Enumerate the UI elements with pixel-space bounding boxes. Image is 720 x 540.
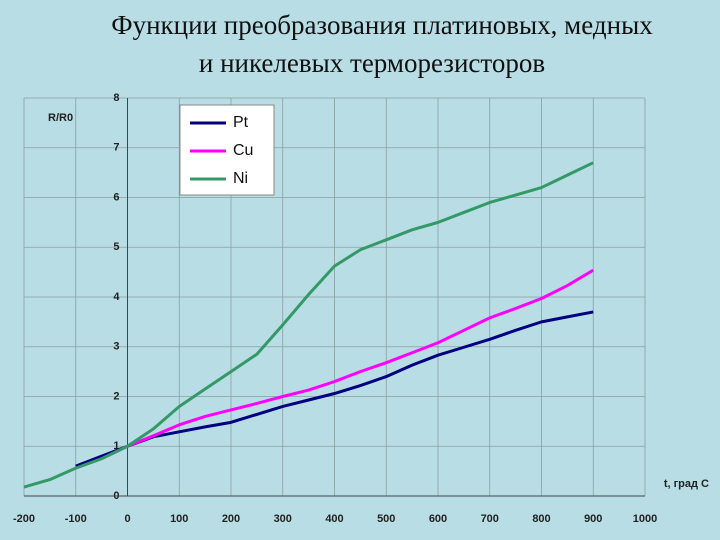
x-tick-label: -200	[13, 513, 35, 525]
x-tick-label: 300	[274, 513, 292, 525]
y-tick-label: 3	[113, 341, 119, 353]
x-tick-label: 700	[481, 513, 499, 525]
chart-title: и никелевых терморезисторов	[199, 48, 545, 78]
y-tick-label: 8	[113, 92, 119, 104]
y-axis-label: R/R0	[48, 112, 73, 124]
y-tick-label: 2	[113, 390, 119, 402]
series-line	[23, 161, 594, 489]
y-tick-label: 1	[113, 440, 119, 452]
y-tick-label: 7	[113, 142, 119, 154]
x-tick-label: 500	[377, 513, 395, 525]
legend-label: Pt	[233, 114, 249, 131]
x-tick-label: 200	[222, 513, 240, 525]
x-tick-label: 1000	[633, 513, 657, 525]
x-tick-label: -100	[65, 513, 87, 525]
x-tick-label: 400	[325, 513, 343, 525]
legend: Pt Cu Ni	[179, 104, 275, 196]
x-tick-label: 600	[429, 513, 447, 525]
chart-title: Функции преобразования платиновых, медны…	[111, 10, 653, 40]
series-line	[100, 268, 595, 461]
y-tick-label: 5	[113, 241, 119, 253]
legend-label: Cu	[233, 142, 253, 159]
x-axis-label: t, град С	[664, 478, 709, 490]
x-tick-label: 800	[532, 513, 550, 525]
y-tick-label: 4	[113, 291, 120, 303]
x-tick-label: 0	[124, 513, 130, 525]
x-tick-label: 900	[584, 513, 602, 525]
legend-label: Ni	[233, 170, 248, 187]
y-tick-label: 6	[113, 191, 119, 203]
series-line	[75, 310, 594, 468]
x-tick-label: 100	[170, 513, 188, 525]
